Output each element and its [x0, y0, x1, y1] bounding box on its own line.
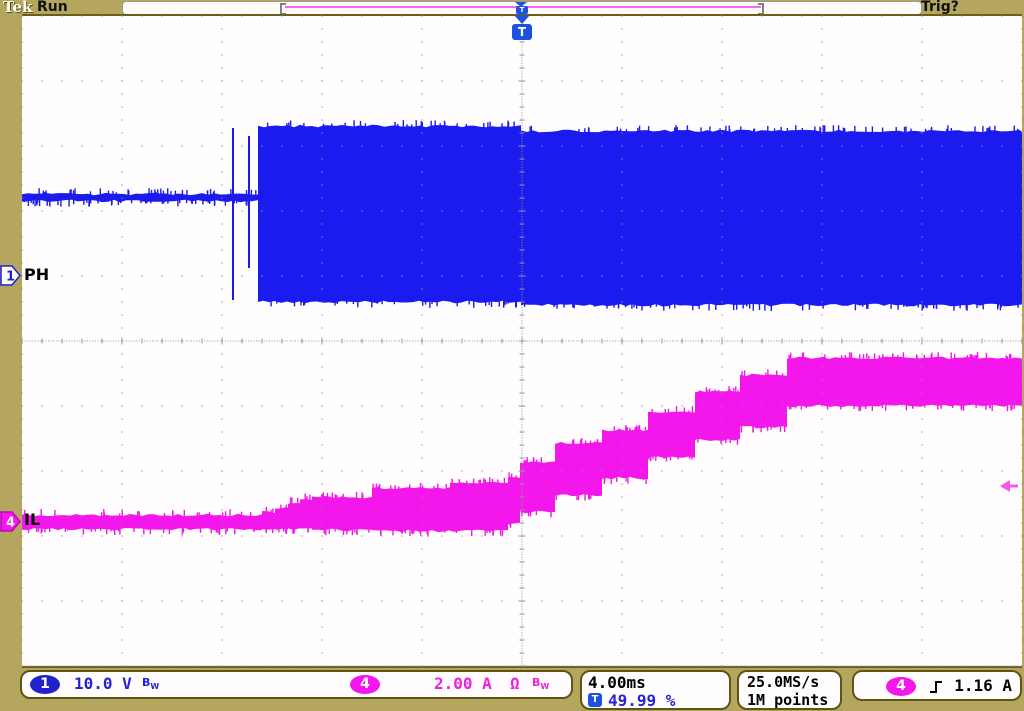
ch1-badge: 1 — [30, 675, 60, 694]
trigger-source-badge: 4 — [886, 677, 916, 696]
ch4-position-marker: 4 — [0, 511, 21, 532]
ch4-marker-number: 4 — [6, 516, 15, 531]
trigger-position-flag: T — [510, 15, 534, 41]
acquisition-readout-box: 25.0MS/s 1M points — [737, 670, 842, 710]
trigger-readout-box: 4 1.16 A — [852, 670, 1022, 701]
ch4-scale-readout: 2.00 A — [434, 674, 492, 693]
record-view-bar: T — [122, 1, 922, 15]
ch1-position-marker: 1 — [0, 265, 21, 286]
ch1-signal-label: PH — [24, 265, 50, 284]
ch4-bw-sub: W — [540, 682, 550, 692]
ch1-scale-readout: 10.0 V — [74, 674, 132, 693]
ch4-bandwidth-icon: BW — [532, 676, 549, 691]
trigger-status: Trig? — [921, 0, 959, 15]
trigger-t-icon: T — [512, 24, 532, 40]
ch4-signal-label: IL — [24, 510, 41, 529]
record-trigger-arrow-icon — [515, 2, 527, 7]
trigger-level-readout: 1.16 A — [954, 676, 1012, 695]
acquisition-status: Run — [37, 0, 68, 15]
record-trigger-marker-icon: T — [516, 6, 528, 14]
tek-logo: Tek — [3, 0, 33, 16]
trigger-level-arrow-icon — [1000, 480, 1018, 492]
ch1-bw-sub: W — [150, 682, 160, 692]
ch4-impedance-symbol: Ω — [510, 674, 520, 693]
horizontal-readout-box: 4.00ms T 49.99 % — [580, 670, 731, 710]
ch4-bw-letter: B — [532, 676, 541, 689]
sample-rate-readout: 25.0MS/s — [747, 673, 820, 691]
channel-readouts-box: 1 10.0 V BW 4 2.00 A Ω BW — [20, 670, 573, 699]
ch1-marker-number: 1 — [6, 270, 15, 285]
record-length-readout: 1M points — [747, 691, 829, 709]
trigger-slope-icon — [930, 681, 942, 693]
trigger-t-readout-icon: T — [588, 693, 602, 707]
graticule-area — [22, 14, 1022, 668]
trigger-arrow-icon — [514, 15, 530, 24]
trigger-position-readout: 49.99 % — [608, 691, 676, 710]
ch1-bandwidth-icon: BW — [142, 676, 159, 691]
ch1-bw-letter: B — [142, 676, 151, 689]
timebase-readout: 4.00ms — [588, 673, 646, 692]
ch4-badge: 4 — [350, 675, 380, 694]
